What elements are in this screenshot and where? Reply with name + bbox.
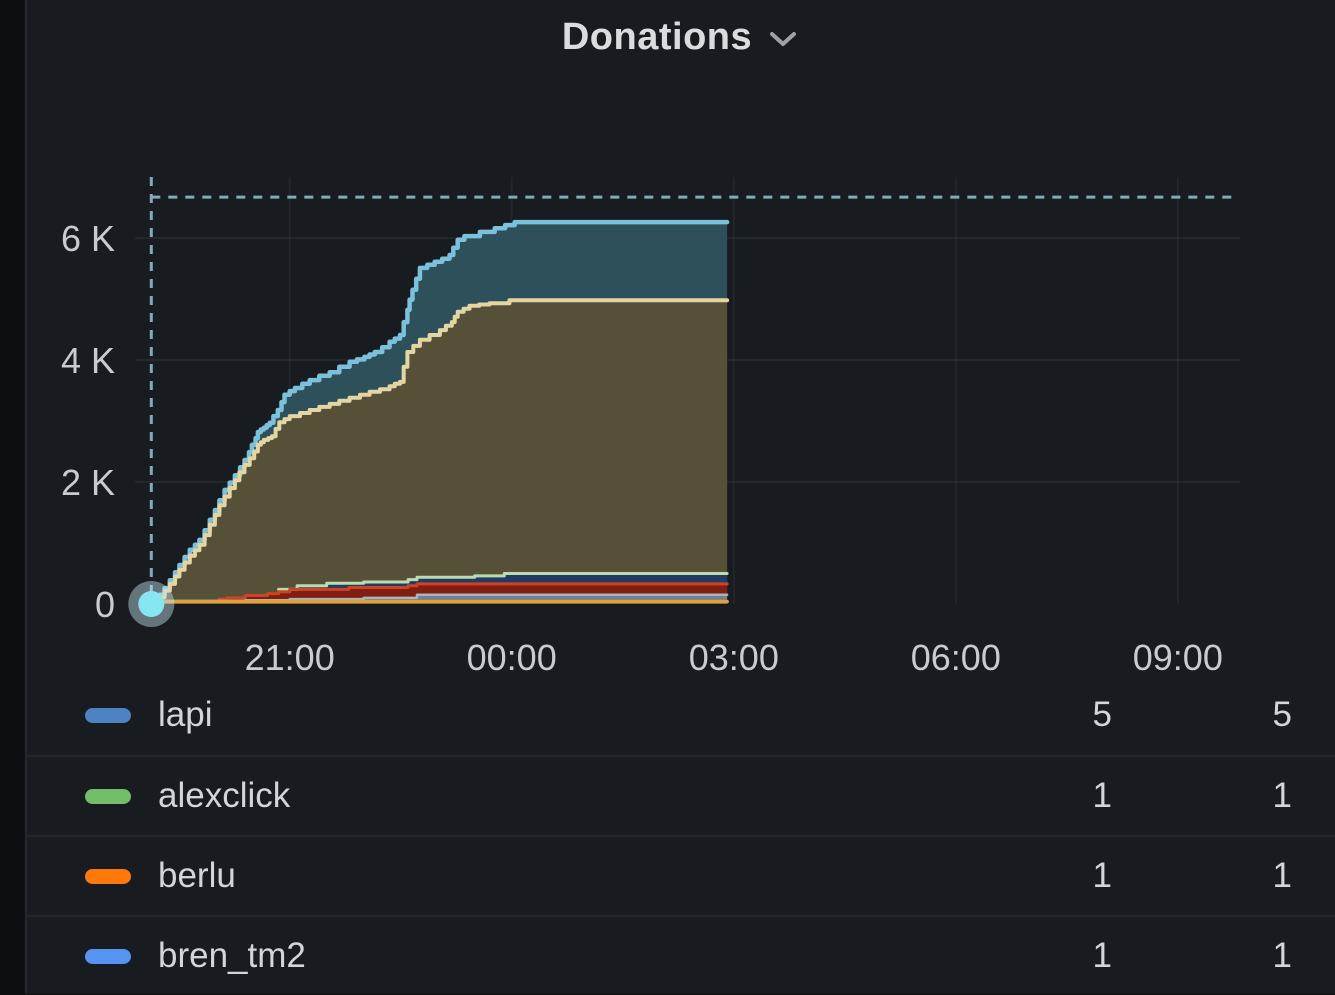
annotation-marker[interactable]: [138, 591, 165, 617]
page-title[interactable]: Donations: [561, 15, 753, 58]
series-value: 1: [1272, 936, 1292, 975]
x-axis-label: 03:00: [689, 637, 779, 678]
series-value: 5: [1092, 695, 1112, 734]
series-name[interactable]: lapi: [158, 695, 213, 734]
time-series-chart[interactable]: 0 2 K 4 K 6 K 21:00 00:00 03:00 06:00 09:00: [0, 0, 1335, 690]
series-value: 5: [1272, 695, 1292, 734]
series-value: 1: [1092, 936, 1112, 975]
panel-header: Donations: [25, 0, 1335, 74]
x-axis-label: 06:00: [911, 637, 1001, 678]
chevron-down-icon[interactable]: [768, 30, 798, 53]
series-name[interactable]: bren_tm2: [158, 936, 306, 975]
series-value: 1: [1272, 856, 1292, 895]
series-color-swatch[interactable]: [85, 788, 131, 804]
series-value: 1: [1092, 776, 1112, 815]
legend-row: berlu 1 1: [25, 835, 1335, 915]
x-axis-label: 00:00: [467, 637, 557, 678]
series-name[interactable]: alexclick: [158, 776, 291, 815]
series-color-swatch[interactable]: [85, 868, 131, 884]
y-axis-label: 6 K: [61, 218, 115, 259]
series-value: 1: [1272, 776, 1292, 815]
series-color-swatch[interactable]: [85, 948, 131, 964]
legend-row: alexclick 1 1: [25, 755, 1335, 835]
series-color-swatch[interactable]: [85, 707, 131, 723]
x-axis-label: 21:00: [245, 637, 335, 678]
series-line-red-band: [217, 582, 729, 601]
legend-row: lapi 5 5: [25, 675, 1335, 755]
legend-row: bren_tm2 1 1: [25, 915, 1335, 995]
y-axis-label: 4 K: [61, 340, 115, 381]
legend-table: lapi 5 5 alexclick 1 1 berlu 1 1 bren_tm2 1 1: [25, 675, 1335, 995]
series-line-navy-band: [277, 572, 729, 591]
x-axis-label: 09:00: [1133, 637, 1223, 678]
series-line-tan: [149, 298, 730, 606]
y-axis-label: 0: [95, 584, 115, 625]
series-name[interactable]: berlu: [158, 856, 236, 895]
y-axis-label: 2 K: [61, 462, 115, 503]
series-area-tan: [151, 300, 728, 604]
series-value: 1: [1092, 856, 1112, 895]
